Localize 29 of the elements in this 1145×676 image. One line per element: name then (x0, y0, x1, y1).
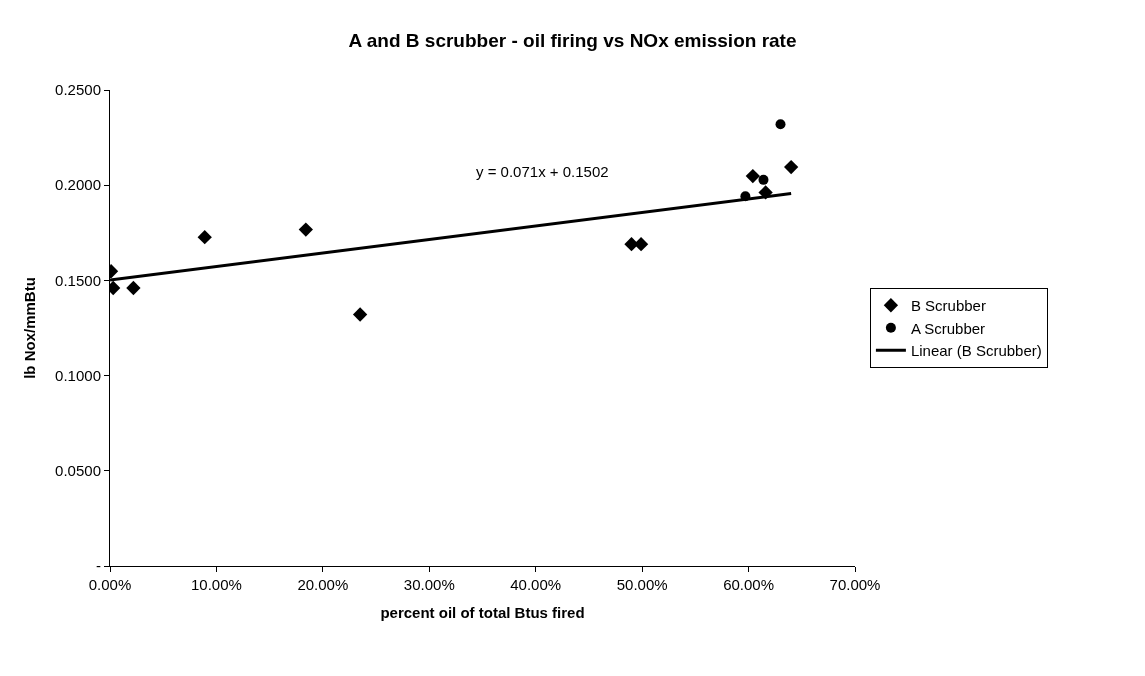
chart-title: A and B scrubber - oil firing vs NOx emission rate (348, 30, 797, 52)
point (298, 222, 313, 237)
point (126, 280, 141, 296)
point (758, 174, 769, 185)
legend-label: A Scrubber (910, 319, 986, 337)
x-tick-label: 0.00% (88, 576, 132, 593)
x-tick-label: 10.00% (190, 576, 242, 593)
point (775, 119, 786, 130)
x-axis-title: percent oil of total Btus fired (380, 604, 585, 621)
x-tick-label: 30.00% (403, 576, 455, 593)
point (783, 159, 799, 175)
y-tick-label: 0.2500 (55, 81, 101, 99)
y-tick-label: 0.0500 (55, 462, 101, 480)
legend-label: B Scrubber (910, 297, 986, 315)
y-tick-label: 0.1000 (55, 366, 101, 384)
x-tick-label: 70.00% (829, 576, 881, 593)
x-tick-label: 60.00% (723, 576, 775, 593)
x-tick-label: 20.00% (297, 576, 349, 593)
annotation: y = 0.071x + 0.1502 (476, 163, 609, 180)
x-tick-label: 40.00% (510, 576, 562, 593)
y-tick-label: - (96, 557, 101, 575)
point (745, 168, 760, 184)
point (197, 230, 212, 245)
point (352, 307, 368, 322)
y-axis-title: lb Nox/mmBtu (21, 277, 39, 379)
legend-label: Linear (B Scrubber) (910, 342, 1042, 360)
x-tick-label: 50.00% (616, 576, 668, 593)
y-tick-label: 0.2000 (55, 176, 101, 194)
y-tick-label: 0.1500 (55, 271, 101, 289)
